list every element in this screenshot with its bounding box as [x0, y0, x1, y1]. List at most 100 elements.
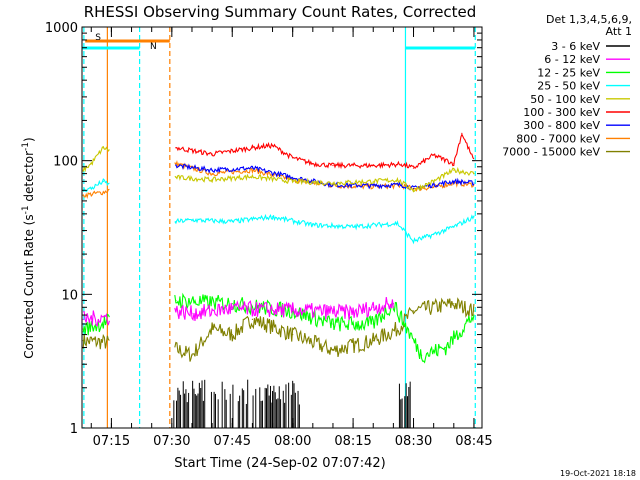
data-point [292, 309, 294, 311]
data-point [90, 163, 92, 165]
data-point [82, 328, 84, 330]
trace-line [175, 163, 475, 191]
data-point [332, 164, 334, 167]
data-point [211, 328, 213, 330]
trace-line [175, 133, 475, 170]
data-point [175, 164, 177, 167]
data-point [372, 323, 374, 325]
data-point [372, 185, 374, 188]
x-tick-label: 08:30 [395, 434, 432, 449]
x-tick-label: 07:15 [93, 434, 130, 449]
annotation-label-s: S [95, 33, 101, 43]
data-point [372, 306, 374, 308]
y-tick-label: 10 [61, 288, 78, 303]
data-point [433, 184, 435, 186]
legend-label-9: 7000 - 15000 keV [502, 146, 600, 159]
data-point [396, 328, 399, 330]
data-point [271, 216, 274, 218]
x-tick-label: 07:30 [153, 434, 190, 449]
data-point [372, 164, 374, 167]
data-point [372, 185, 374, 187]
y-tick-label: 1000 [45, 21, 78, 36]
series-300-800-kev [175, 163, 475, 191]
data-point [175, 310, 177, 312]
data-point [191, 312, 193, 315]
x-axis-label: Start Time (24-Sep-02 07:07:42) [174, 456, 385, 471]
annotation-label-n: N [150, 42, 157, 52]
data-point [271, 144, 274, 147]
y-tick-label: 100 [53, 155, 78, 170]
x-tick-label: 07:45 [214, 434, 251, 449]
y-axis-label-part3: ) [22, 137, 36, 142]
data-point [211, 173, 213, 175]
data-point [211, 153, 213, 155]
data-point [412, 310, 415, 312]
series-3-6-kev [173, 379, 411, 428]
trace-line [83, 297, 394, 327]
data-point [453, 180, 455, 182]
data-point [453, 303, 455, 305]
data-point [400, 163, 403, 165]
legend-header-line-2: Att 1 [606, 25, 632, 38]
data-point [292, 333, 294, 336]
data-point [175, 221, 177, 223]
y-axis-label-sup2: -1 [21, 142, 31, 151]
data-point [231, 308, 233, 310]
data-point [312, 224, 314, 226]
data-point [332, 349, 334, 352]
data-point [396, 179, 399, 181]
legend-label-7: 300 - 800 keV [523, 119, 600, 132]
trace-line [82, 297, 475, 362]
legend-label-3: 12 - 25 keV [537, 66, 600, 79]
data-point [211, 169, 213, 171]
data-point [453, 226, 455, 228]
data-point [191, 219, 193, 221]
chart-title: RHESSI Observing Summary Count Rates, Co… [84, 3, 477, 21]
data-point [412, 189, 415, 191]
legend-label-6: 100 - 300 keV [523, 106, 600, 119]
data-point [473, 314, 475, 316]
data-point [433, 233, 435, 236]
trace-line [82, 145, 475, 193]
x-tick-label: 08:15 [334, 434, 371, 449]
legend-label-1: 3 - 6 keV [551, 40, 600, 53]
legend-label-8: 800 - 7000 keV [516, 132, 600, 145]
data-point [332, 182, 334, 184]
series-7000-15000-kev [82, 297, 475, 362]
x-tick-label: 08:00 [274, 434, 311, 449]
data-point [102, 191, 104, 193]
legend-label-5: 50 - 100 keV [530, 93, 600, 106]
data-point [392, 303, 394, 305]
data-point [352, 312, 354, 314]
data-point [420, 354, 423, 356]
data-point [90, 187, 92, 190]
data-point [292, 176, 294, 178]
data-point [453, 163, 455, 165]
data-point [251, 147, 253, 149]
data-point [433, 186, 435, 189]
legend-header-line-1: Det 1,3,4,5,6,9, [546, 13, 632, 26]
data-point [82, 194, 84, 196]
trace-line [82, 178, 475, 245]
plot-area: S N 1 10 100 1000 07:15 07:30 07:45 08:00 08:15 08:… [45, 21, 493, 449]
data-point [82, 340, 84, 342]
data-point [372, 180, 374, 182]
data-point [352, 226, 354, 228]
series-50-100-kev [82, 145, 475, 193]
data-point [175, 176, 177, 178]
series-25-50-kev [82, 178, 475, 245]
x-tick-label: 08:45 [455, 434, 492, 449]
y-axis-label-sup1: -1 [21, 205, 31, 214]
data-point [251, 318, 253, 320]
legend-label-2: 6 - 12 keV [544, 53, 600, 66]
data-point [175, 163, 177, 165]
data-point [412, 167, 415, 169]
y-axis-label-part1: Corrected Count Rate (s [22, 214, 36, 358]
data-point [412, 240, 415, 242]
data-point [412, 187, 415, 190]
series-6-12-kev [82, 297, 394, 327]
y-tick-label: 1 [70, 422, 78, 437]
y-axis-label-part2: detector [22, 151, 36, 206]
